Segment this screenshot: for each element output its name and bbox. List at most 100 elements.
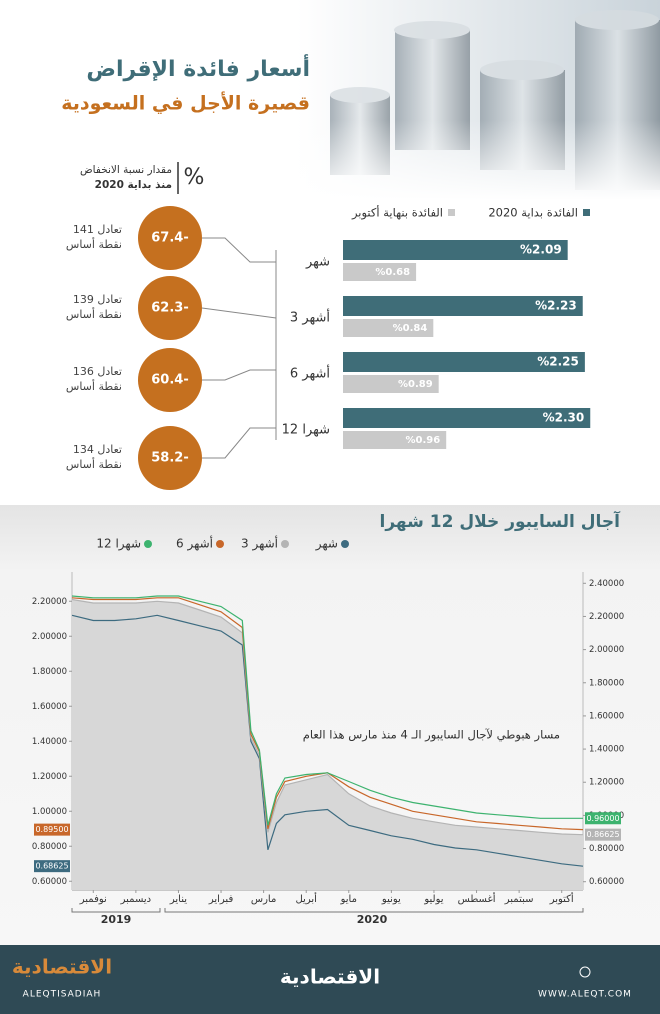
- bar: [343, 319, 434, 337]
- decline-unit: نقطة أساس: [66, 307, 122, 321]
- y2-tick-label: 1.40000: [589, 745, 624, 755]
- bar: [343, 296, 583, 316]
- bar: [343, 408, 591, 428]
- bar: [343, 352, 585, 372]
- bar: [343, 375, 439, 393]
- bar-value-label: %2.25: [537, 355, 579, 369]
- footer-brand-latin: ALEQTISADIAH: [23, 990, 102, 1000]
- bar: [343, 431, 447, 449]
- decline-value: 60.4-: [151, 373, 188, 388]
- legend-dot: [341, 540, 349, 548]
- end-label-box: [585, 812, 621, 825]
- end-label-box: [34, 823, 70, 836]
- y-tick-label: 1.00000: [32, 807, 67, 817]
- y2-tick-label: 2.40000: [589, 579, 624, 589]
- decline-value: 58.2-: [151, 451, 188, 466]
- x-tick-label: يونيو: [381, 894, 401, 905]
- connectors: [201, 237, 277, 459]
- decline-value: 62.3-: [151, 301, 188, 316]
- line: [71, 598, 584, 836]
- subtitle: قصيرة الأجل في السعودية: [61, 92, 310, 115]
- category-label: 3 أشهر: [290, 309, 330, 326]
- decline-note: تعادل 141: [73, 223, 122, 236]
- y2-tick-label: 1.20000: [589, 778, 624, 788]
- year-brackets: [71, 908, 584, 913]
- footer-url: WWW.ALEQT.COM: [538, 990, 632, 1000]
- legend-label: الفائدة بنهاية أكتوبر: [351, 205, 443, 221]
- legend-label: 3 أشهر: [241, 536, 278, 552]
- x-tick-label: يوليو: [423, 894, 443, 905]
- line: [71, 595, 583, 826]
- y-tick-label: 0.60000: [32, 877, 67, 887]
- y-tick-label: 1.80000: [32, 667, 67, 677]
- bar-value-label: %0.84: [393, 323, 428, 334]
- bar-value-label: %0.96: [405, 435, 440, 446]
- legend-swatch: [583, 209, 590, 216]
- bar-value-label: %0.89: [398, 379, 433, 390]
- bar: [343, 240, 568, 260]
- decline-note: تعادل 139: [73, 293, 122, 306]
- y2-tick-label: 1.80000: [589, 678, 624, 688]
- x-tick-label: أكتوبر: [549, 892, 574, 905]
- y2-tick-label: 0.80000: [589, 844, 624, 854]
- category-label: 6 أشهر: [290, 365, 330, 382]
- y2-tick-label: 2.20000: [589, 612, 624, 622]
- legend-dot: [281, 540, 289, 548]
- x-tick-label: ديسمبر: [120, 894, 151, 905]
- line: [71, 614, 584, 867]
- footer-icon: [579, 966, 591, 978]
- legend-label: 12 شهرا: [96, 537, 141, 552]
- decline-circle: [138, 206, 202, 270]
- end-label-box: [34, 860, 70, 873]
- line: [71, 597, 584, 831]
- legend-dot: [144, 540, 152, 548]
- percent-symbol: %: [184, 165, 205, 190]
- decline-value: 67.4-: [151, 231, 188, 246]
- x-tick-label: أبريل: [295, 892, 317, 905]
- y-tick-label: 2.20000: [32, 597, 67, 607]
- year-label: 2019: [101, 913, 132, 926]
- bar: [343, 263, 417, 281]
- y-tick-label: 1.60000: [32, 702, 67, 712]
- footer-logo: الاقتصادية: [280, 965, 380, 989]
- caption: مقدار نسبة الانخفاض: [80, 164, 172, 176]
- decline-note: تعادل 136: [73, 365, 122, 378]
- legend-label: شهر: [315, 537, 338, 552]
- decline-circle: [138, 348, 202, 412]
- end-label: 0.89500: [35, 825, 68, 834]
- decline-circle: [138, 276, 202, 340]
- year-label: 2020: [357, 913, 388, 926]
- decline-note: تعادل 134: [73, 443, 122, 456]
- footer-brand: الاقتصادية: [12, 955, 112, 979]
- caption: منذ بداية 2020: [95, 179, 172, 191]
- category-label: 12 شهرا: [282, 423, 330, 438]
- decline-unit: نقطة أساس: [66, 379, 122, 393]
- end-label: 0.68625: [35, 862, 68, 871]
- title: أسعار فائدة الإقراض: [86, 53, 310, 82]
- y-tick-label: 0.80000: [32, 842, 67, 852]
- x-tick-label: أغسطس: [458, 892, 496, 905]
- y-tick-label: 2.00000: [32, 632, 67, 642]
- decline-circle: [138, 426, 202, 490]
- decline-unit: نقطة أساس: [66, 457, 122, 471]
- y-tick-label: 1.40000: [32, 737, 67, 747]
- bar-value-label: %2.23: [535, 299, 577, 313]
- y2-tick-label: 1.60000: [589, 711, 624, 721]
- x-tick-label: نوفمبر: [79, 894, 107, 905]
- legend-swatch: [448, 209, 455, 216]
- annotation: مسار هبوطي لآجال السايبور الـ 4 منذ مارس…: [303, 728, 560, 743]
- end-label: 0.86625: [586, 830, 619, 839]
- end-label-box: [585, 828, 621, 841]
- bar-value-label: %2.30: [543, 411, 585, 425]
- y2-tick-label: 0.60000: [589, 877, 624, 887]
- x-tick-label: يناير: [169, 894, 187, 905]
- x-tick-label: مايو: [340, 894, 357, 905]
- bar-value-label: %2.09: [520, 243, 562, 257]
- legend-label: الفائدة بداية 2020: [488, 206, 578, 220]
- y2-tick-label: 2.00000: [589, 645, 624, 655]
- area: [72, 599, 583, 890]
- legend-dot: [216, 540, 224, 548]
- chart-title: آجال السايبور خلال 12 شهرا: [380, 510, 622, 532]
- x-tick-label: فبراير: [208, 894, 234, 905]
